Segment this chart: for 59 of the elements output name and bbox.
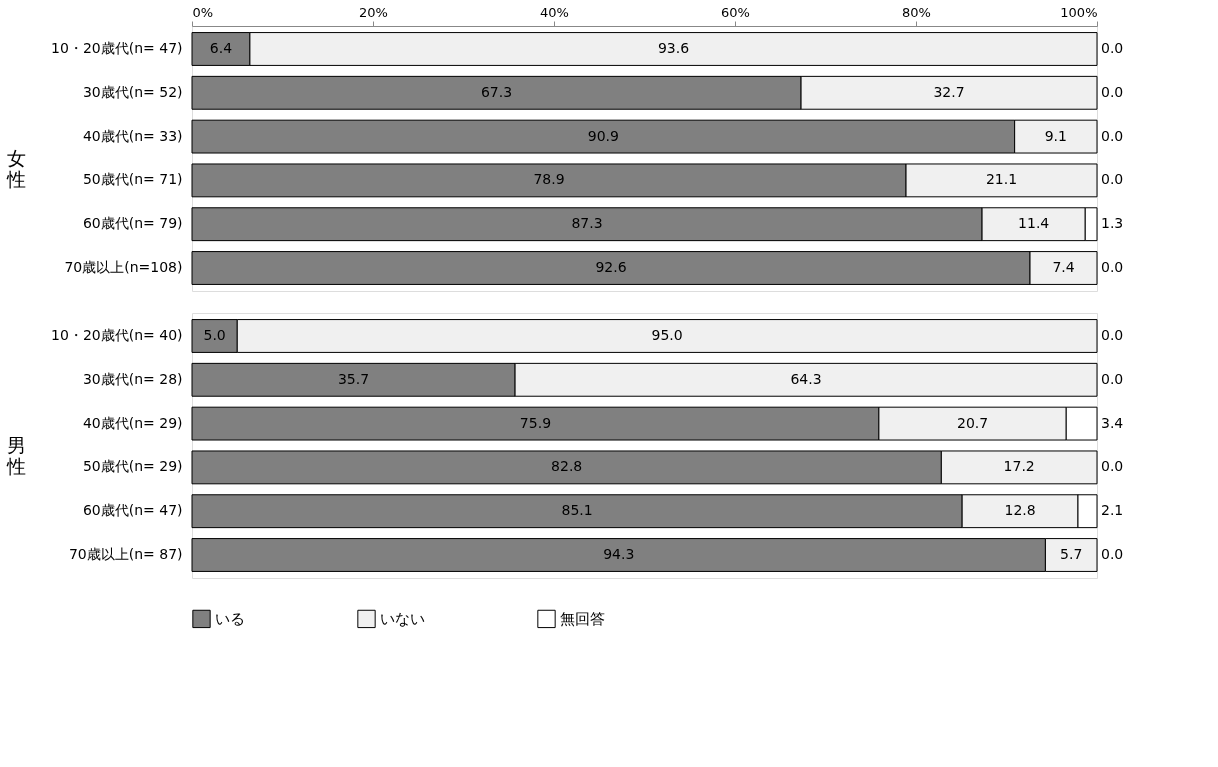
data-label: 11.4 — [1018, 215, 1050, 232]
data-label: 17.2 — [1003, 458, 1035, 475]
legend-label: 無回答 — [560, 609, 605, 628]
data-label: 0.0 — [1101, 127, 1124, 144]
y-tick-label: 70歳以上(n=108) — [64, 259, 183, 275]
data-label: 32.7 — [933, 83, 965, 100]
data-label: 87.3 — [571, 215, 603, 232]
data-label: 75.9 — [519, 414, 552, 431]
y-tick-label: 50歳代(n= 71) — [82, 171, 183, 188]
data-label: 9.1 — [1044, 127, 1067, 144]
x-tick-label: 40% — [540, 4, 569, 20]
data-label: 0.0 — [1101, 259, 1124, 275]
data-label: 21.1 — [985, 171, 1018, 188]
data-label: 0.0 — [1101, 458, 1124, 475]
data-label: 85.1 — [561, 502, 593, 519]
data-label: 35.7 — [337, 370, 370, 387]
data-label: 3.4 — [1101, 414, 1124, 431]
y-tick-label: 30歳代(n= 28) — [82, 370, 183, 387]
data-label: 5.0 — [203, 327, 226, 343]
data-label: 93.6 — [657, 40, 690, 56]
x-tick-label: 100% — [1060, 4, 1098, 20]
data-label: 67.3 — [480, 83, 513, 100]
y-tick-label: 10・20歳代(n= 47) — [51, 40, 183, 56]
y-tick-label: 60歳代(n= 79) — [82, 215, 183, 232]
data-label: 90.9 — [587, 127, 619, 144]
data-label: 0.0 — [1101, 327, 1124, 343]
y-axis-title: 女性 — [5, 147, 26, 190]
data-label: 94.3 — [603, 546, 635, 562]
legend-label: いる — [215, 609, 245, 628]
data-label: 1.3 — [1101, 215, 1124, 232]
data-label: 0.0 — [1101, 83, 1124, 100]
data-label: 82.8 — [551, 458, 583, 475]
data-label: 2.1 — [1101, 502, 1124, 519]
data-label: 92.6 — [595, 259, 627, 275]
legend-label: いない — [380, 609, 425, 628]
data-label: 6.4 — [209, 40, 233, 56]
x-tick-label: 20% — [359, 4, 388, 20]
data-label: 0.0 — [1101, 171, 1124, 188]
data-label: 0.0 — [1101, 40, 1124, 56]
x-tick-label: 0% — [192, 4, 214, 20]
y-tick-label: 40歳代(n= 33) — [82, 127, 183, 144]
y-tick-label: 30歳代(n= 52) — [82, 83, 183, 100]
data-label: 0.0 — [1101, 370, 1124, 387]
data-label: 20.7 — [956, 414, 989, 431]
data-label: 64.3 — [790, 370, 822, 387]
x-tick-label: 80% — [902, 4, 931, 20]
data-label: 0.0 — [1101, 546, 1124, 562]
data-label: 95.0 — [651, 327, 683, 343]
y-tick-label: 60歳代(n= 47) — [82, 502, 183, 519]
data-label: 78.9 — [533, 171, 565, 188]
y-tick-label: 10・20歳代(n= 40) — [51, 327, 183, 343]
y-axis-title: 男性 — [5, 434, 26, 477]
x-tick-label: 60% — [721, 4, 750, 20]
data-label: 12.8 — [1004, 502, 1036, 519]
y-tick-label: 50歳代(n= 29) — [82, 458, 183, 475]
data-label: 5.7 — [1060, 546, 1083, 562]
y-tick-label: 40歳代(n= 29) — [82, 414, 183, 431]
y-tick-label: 70歳以上(n= 87) — [68, 546, 183, 562]
data-label: 7.4 — [1052, 259, 1075, 275]
